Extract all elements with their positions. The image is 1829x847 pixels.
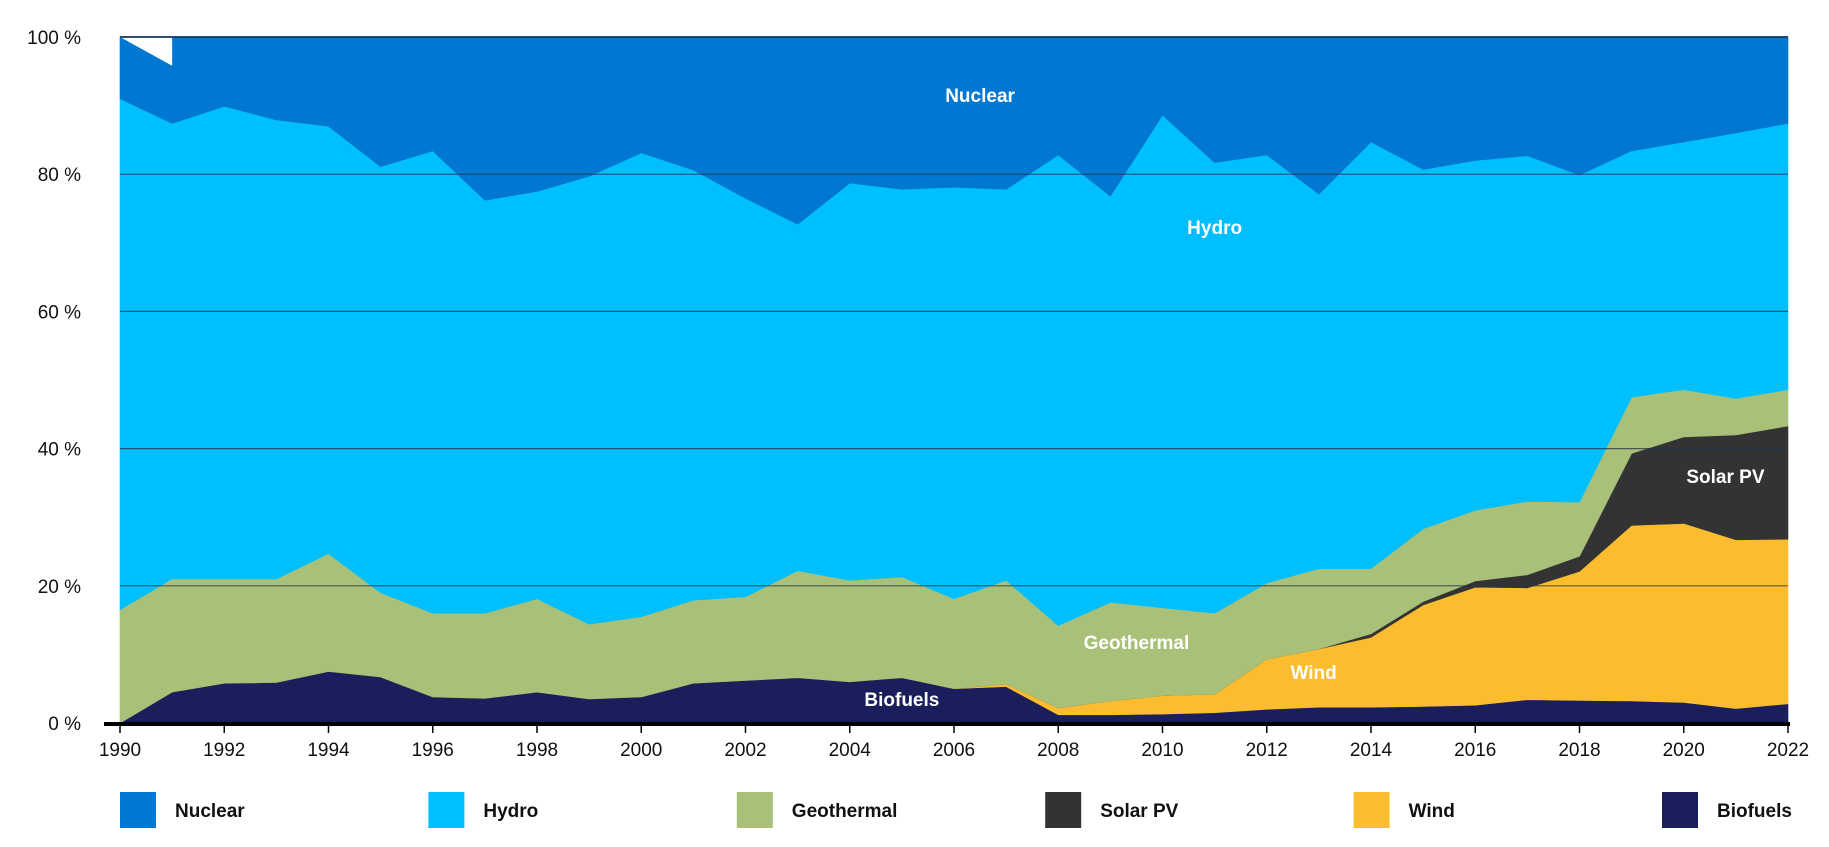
x-tick-label: 1998	[516, 740, 558, 761]
x-tick-label: 2016	[1454, 740, 1496, 761]
x-tick-label: 2008	[1037, 740, 1079, 761]
x-tick-label: 2010	[1141, 740, 1183, 761]
y-tick-label: 0 %	[48, 714, 81, 735]
legend-item-biofuels: Biofuels	[1662, 792, 1792, 828]
legend-label-geothermal: Geothermal	[792, 801, 898, 822]
x-tick-label: 2014	[1350, 740, 1393, 761]
area-label-wind: Wind	[1291, 663, 1337, 684]
legend-item-geothermal: Geothermal	[736, 792, 898, 828]
x-tick-label: 1992	[203, 740, 245, 761]
gridlines-group	[120, 36, 1788, 587]
area-labels-group: Nuclear Hydro Solar PV Geothermal Wind Biofue…	[864, 86, 1764, 711]
area-series-group	[118, 36, 1789, 724]
legend-label-hydro: Hydro	[483, 801, 538, 822]
x-tick-label: 1994	[307, 740, 350, 761]
blank-gap-group	[120, 37, 173, 66]
x-tick-label: 2000	[620, 740, 662, 761]
area-label-biofuels: Biofuels	[864, 690, 939, 711]
area-label-hydro: Hydro	[1187, 218, 1242, 239]
legend-swatch-nuclear	[120, 792, 156, 828]
x-tick-label: 2006	[933, 740, 975, 761]
x-tick-label: 2020	[1663, 740, 1705, 761]
x-tick-label: 2012	[1246, 740, 1288, 761]
legend-swatch-hydro	[428, 792, 465, 828]
axes-group: 0 % 20 % 40 % 60 % 80 % 100 % 1990 1992 1994 1996…	[27, 28, 1809, 761]
x-tick-label: 2002	[724, 740, 766, 761]
legend-label-solar-pv: Solar PV	[1100, 801, 1178, 822]
legend-swatch-biofuels	[1662, 792, 1698, 828]
blank-gap-wedge	[120, 37, 173, 66]
legend-swatch-wind	[1353, 792, 1390, 828]
y-tick-label: 100 %	[27, 28, 81, 49]
legend-label-nuclear: Nuclear	[175, 801, 245, 822]
x-tick-label: 2004	[829, 740, 872, 761]
area-label-nuclear: Nuclear	[945, 86, 1015, 107]
legend: Nuclear Hydro Geothermal Solar PV Wind Biofue…	[120, 792, 1792, 828]
legend-swatch-geothermal	[736, 792, 773, 828]
legend-item-nuclear: Nuclear	[120, 792, 245, 828]
legend-item-hydro: Hydro	[428, 792, 538, 828]
y-tick-label: 60 %	[38, 302, 81, 323]
legend-item-wind: Wind	[1353, 792, 1455, 828]
x-tick-label: 1990	[99, 740, 141, 761]
x-tick-label: 1996	[412, 740, 454, 761]
y-tick-label: 80 %	[38, 165, 81, 186]
legend-swatch-solar-pv	[1045, 792, 1082, 828]
legend-label-wind: Wind	[1409, 801, 1455, 822]
legend-label-biofuels: Biofuels	[1717, 801, 1792, 822]
x-tick-label: 2018	[1558, 740, 1600, 761]
y-tick-label: 40 %	[38, 440, 81, 461]
area-label-solar-pv: Solar PV	[1686, 467, 1764, 488]
x-tick-label: 2022	[1767, 740, 1809, 761]
y-tick-label: 20 %	[38, 577, 81, 598]
area-label-geothermal: Geothermal	[1084, 633, 1190, 654]
legend-item-solar-pv: Solar PV	[1045, 792, 1179, 828]
